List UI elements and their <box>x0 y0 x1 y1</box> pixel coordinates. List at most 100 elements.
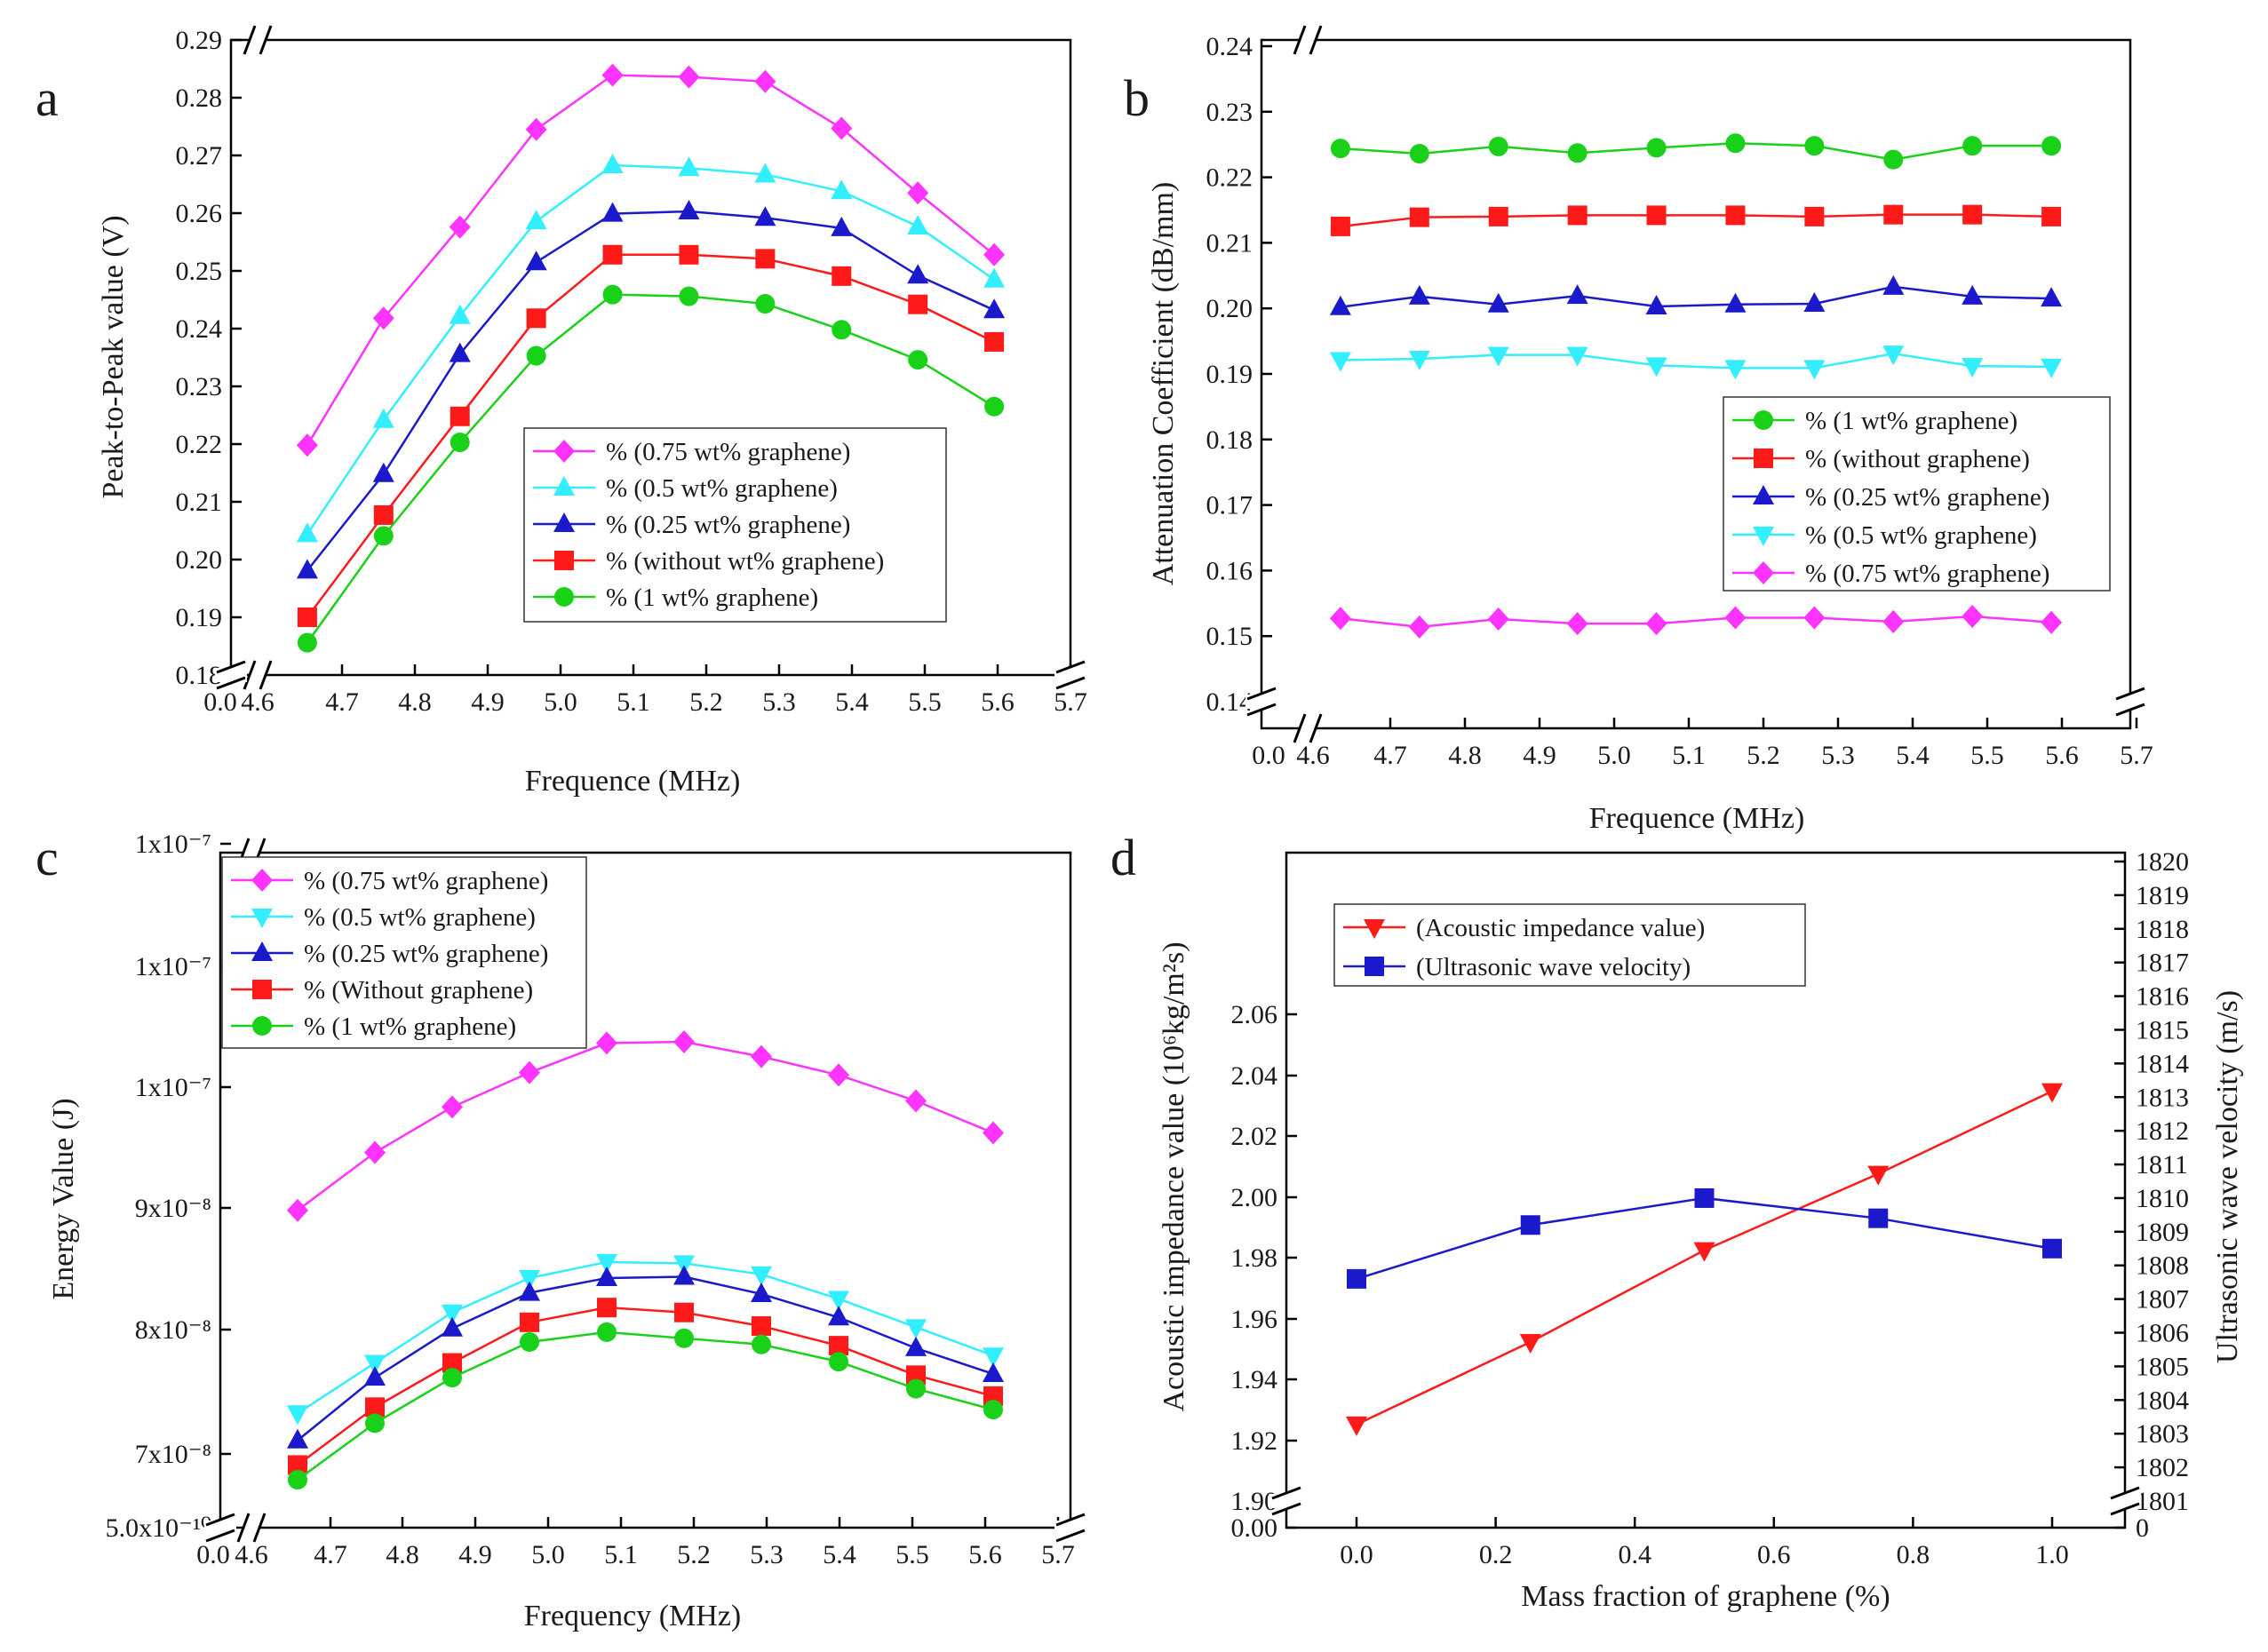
data-point <box>1567 143 1588 163</box>
legend-marker <box>251 941 273 961</box>
data-point <box>1330 216 1350 236</box>
data-point <box>601 202 624 222</box>
data-point <box>1330 139 1350 159</box>
y-tick-label: 0.19 <box>1206 360 1253 389</box>
axis-break-gap <box>1301 24 1315 56</box>
data-point <box>1724 292 1747 313</box>
y-right-tick-label: 1812 <box>2136 1116 2189 1146</box>
y-tick-label: 0.24 <box>176 314 223 344</box>
data-point <box>983 1400 1003 1420</box>
data-point <box>1882 274 1905 295</box>
panel-label: a <box>36 69 59 127</box>
y-tick-label: 2.00 <box>1231 1183 1278 1212</box>
x-tick-label: 4.9 <box>1523 741 1556 770</box>
data-point <box>450 406 470 426</box>
x-tick-label: 5.4 <box>823 1540 856 1569</box>
y-axis-break <box>215 660 247 690</box>
series-line <box>297 1306 994 1466</box>
axis-break-gap <box>2114 695 2146 709</box>
axis-break-stroke <box>1293 25 1307 55</box>
data-point <box>519 1281 540 1301</box>
legend-marker <box>252 980 272 999</box>
data-point <box>828 1291 849 1311</box>
y-tick-label: 2.06 <box>1231 1000 1278 1029</box>
data-point <box>1883 149 1904 170</box>
series-2 <box>296 200 1006 579</box>
data-point <box>1329 352 1351 372</box>
y-tick-label: 0.15 <box>1206 622 1253 651</box>
x-tick-label: 4.6 <box>241 687 275 717</box>
data-point <box>679 244 699 265</box>
legend-marker <box>251 909 273 928</box>
data-point <box>364 1354 386 1375</box>
x-tick-label: 5.1 <box>1672 741 1706 770</box>
data-point <box>597 1322 617 1342</box>
axis-break-gap <box>215 668 247 682</box>
y-tick-label: 0.16 <box>1206 556 1253 585</box>
data-point <box>678 200 700 220</box>
axis-break-gap <box>1054 668 1086 682</box>
data-point <box>287 1198 308 1222</box>
legend-marker <box>1753 485 1774 504</box>
series-line <box>297 1275 994 1442</box>
data-point <box>673 1265 695 1285</box>
axis-break-stroke <box>243 660 257 690</box>
series-line <box>1356 1196 2053 1281</box>
x-tick-label: 5.3 <box>1821 741 1855 770</box>
data-point <box>1725 205 1746 226</box>
data-point <box>755 249 776 269</box>
x-axis-break <box>236 1512 267 1544</box>
y-tick-label: 1x10⁻⁷ <box>135 830 211 859</box>
data-point <box>449 342 471 362</box>
data-point <box>2041 206 2062 226</box>
series-2 <box>287 1265 1004 1449</box>
plot-frame <box>1260 38 2132 730</box>
data-point <box>601 63 624 87</box>
data-point <box>1724 360 1747 380</box>
x-tick-label: 4.9 <box>458 1540 492 1569</box>
series-line <box>306 163 995 536</box>
y-axis-label: Acoustic impedance value (10⁶kg/m²s) <box>1158 941 1190 1411</box>
series-line <box>297 1330 994 1481</box>
axis-break-stroke <box>1055 676 1086 690</box>
x-tick-label: 0.8 <box>1897 1540 1930 1569</box>
data-point <box>1487 292 1509 313</box>
legend-label: % (1 wt% graphene) <box>304 1013 516 1041</box>
y-tick-label: 0.00 <box>1231 1513 1278 1543</box>
series-1 <box>1330 204 2062 236</box>
series-2 <box>1329 274 2063 315</box>
axis-break-stroke <box>1271 1502 1301 1516</box>
axis-break-gap <box>1270 1494 1302 1508</box>
plot-frame <box>1285 851 2127 1529</box>
chart-panel-b: 0.14 0.15 0.16 0.17 0.18 0.19 0.20 0.21 0.22 0.23… <box>1124 24 2153 835</box>
series-3 <box>1329 345 2063 380</box>
legend-label: % (without graphene) <box>1805 445 2030 473</box>
y-axis-break <box>1054 1513 1086 1543</box>
x-tick-label: 1.0 <box>2035 1540 2069 1569</box>
plot-frame <box>229 38 1072 677</box>
data-point <box>1962 605 1984 629</box>
legend: % (0.75 wt% graphene) % (0.5 wt% graphene… <box>221 856 587 1049</box>
legend-label: % (0.5 wt% graphene) <box>606 474 838 503</box>
data-point <box>373 504 394 525</box>
legend-label: % (0.75 wt% graphene) <box>1805 560 2049 588</box>
axis-break-stroke <box>216 676 246 690</box>
data-point <box>287 1405 308 1426</box>
y-tick-label: 1.92 <box>1231 1426 1278 1456</box>
axis-break-stroke <box>1246 687 1277 701</box>
data-point <box>828 1063 849 1087</box>
legend-marker <box>1364 919 1385 939</box>
data-point <box>2041 287 2063 307</box>
x-tick-label: 5.2 <box>677 1540 711 1569</box>
legend-label: % (1 wt% graphene) <box>606 584 818 612</box>
data-point <box>907 214 929 234</box>
data-point <box>2041 1083 2063 1103</box>
data-point <box>1803 292 1826 313</box>
data-point <box>754 163 776 183</box>
data-point <box>365 1397 385 1418</box>
data-point <box>1409 144 1429 164</box>
axis-break-stroke <box>1246 703 1277 717</box>
axis-break-gap <box>1054 1521 1086 1535</box>
data-point <box>1567 205 1588 226</box>
